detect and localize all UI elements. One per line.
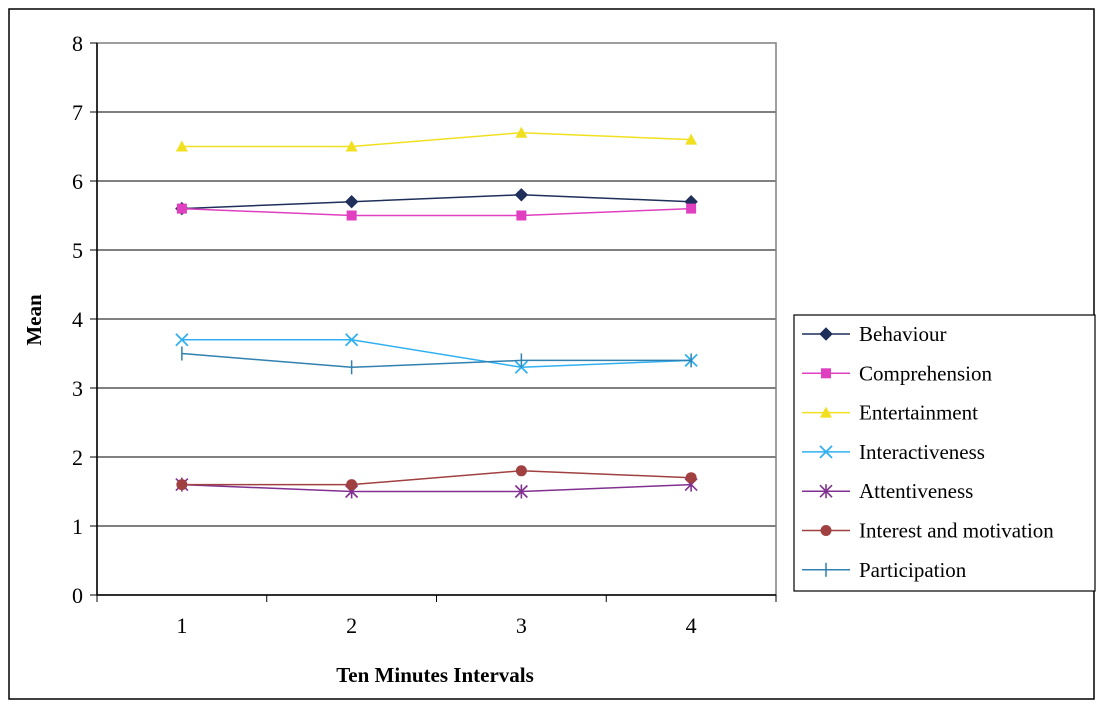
data-point-interest-and-motivation [346, 479, 358, 491]
legend-entry-behaviour: Behaviour [802, 322, 946, 346]
y-tick-label: 6 [72, 169, 83, 194]
y-tick-label: 4 [72, 307, 83, 332]
x-axis-title: Ten Minutes Intervals [336, 663, 534, 687]
data-point-interest-and-motivation [176, 479, 188, 491]
legend-entry-interest-and-motivation: Interest and motivation [802, 519, 1054, 543]
x-tick-label: 2 [346, 613, 357, 638]
series-line-interactiveness [181, 338, 692, 369]
series-interest-and-motivation [176, 465, 697, 491]
data-point-attentiveness [514, 484, 528, 499]
legend-box [793, 314, 1096, 592]
data-point-interest-and-motivation [685, 472, 697, 484]
series-lines [175, 126, 698, 499]
axes: 0 1 2 3 4 5 6 7 8 1 2 3 4 [72, 31, 777, 638]
legend-entry-entertainment: Entertainment [802, 401, 978, 425]
data-point-entertainment [345, 140, 358, 152]
legend-entry-participation: Participation [802, 558, 967, 582]
data-point-comprehension [686, 203, 697, 214]
data-point-entertainment [685, 133, 698, 145]
series-participation [181, 346, 692, 375]
legend-label: Participation [859, 558, 967, 582]
legend-entry-attentiveness: Attentiveness [802, 479, 973, 503]
y-tick-label: 5 [72, 238, 83, 263]
legend-label: Interactiveness [859, 440, 985, 464]
data-point-comprehension [346, 210, 357, 221]
series-line-participation [181, 352, 692, 369]
legend-label: Attentiveness [859, 479, 973, 503]
x-tick-label: 1 [176, 613, 187, 638]
x-tick-label: 3 [516, 613, 527, 638]
series-line-behaviour [181, 194, 692, 210]
data-point-comprehension [516, 210, 527, 221]
legend: Behaviour Comprehension Entertainment Inter… [793, 314, 1096, 592]
data-point-comprehension [176, 203, 187, 214]
series-comprehension [176, 203, 697, 221]
gridlines [97, 42, 776, 527]
series-line-comprehension [181, 207, 692, 217]
y-tick-label: 1 [72, 514, 83, 539]
x-tick-label: 4 [686, 613, 697, 638]
legend-marker [819, 327, 833, 341]
data-point-behaviour [344, 194, 359, 209]
legend-label: Entertainment [859, 401, 978, 425]
data-point-entertainment [175, 140, 188, 152]
legend-marker [819, 484, 833, 499]
series-line-interest-and-motivation [181, 470, 692, 486]
legend-label: Behaviour [859, 322, 946, 346]
y-tick-label: 3 [72, 376, 83, 401]
y-tick-label: 0 [72, 583, 83, 608]
data-point-interest-and-motivation [515, 465, 527, 477]
data-point-entertainment [515, 126, 528, 138]
series-line-attentiveness [181, 483, 692, 493]
legend-marker [820, 525, 832, 536]
series-line-entertainment [181, 131, 692, 148]
legend-entry-comprehension: Comprehension [802, 361, 992, 385]
data-point-interactiveness [175, 333, 189, 347]
data-point-interactiveness [344, 333, 359, 347]
legend-marker [819, 445, 833, 459]
y-tick-label: 7 [72, 100, 83, 125]
y-axis-title: Mean [22, 294, 46, 346]
legend-label: Comprehension [859, 361, 992, 385]
data-point-behaviour [514, 188, 529, 202]
y-tick-label: 2 [72, 445, 83, 470]
legend-label: Interest and motivation [859, 519, 1054, 543]
legend-entry-interactiveness: Interactiveness [802, 440, 985, 464]
legend-marker [821, 368, 831, 379]
y-tick-label: 8 [72, 31, 83, 56]
legend-marker [820, 406, 832, 418]
series-entertainment [175, 126, 698, 152]
